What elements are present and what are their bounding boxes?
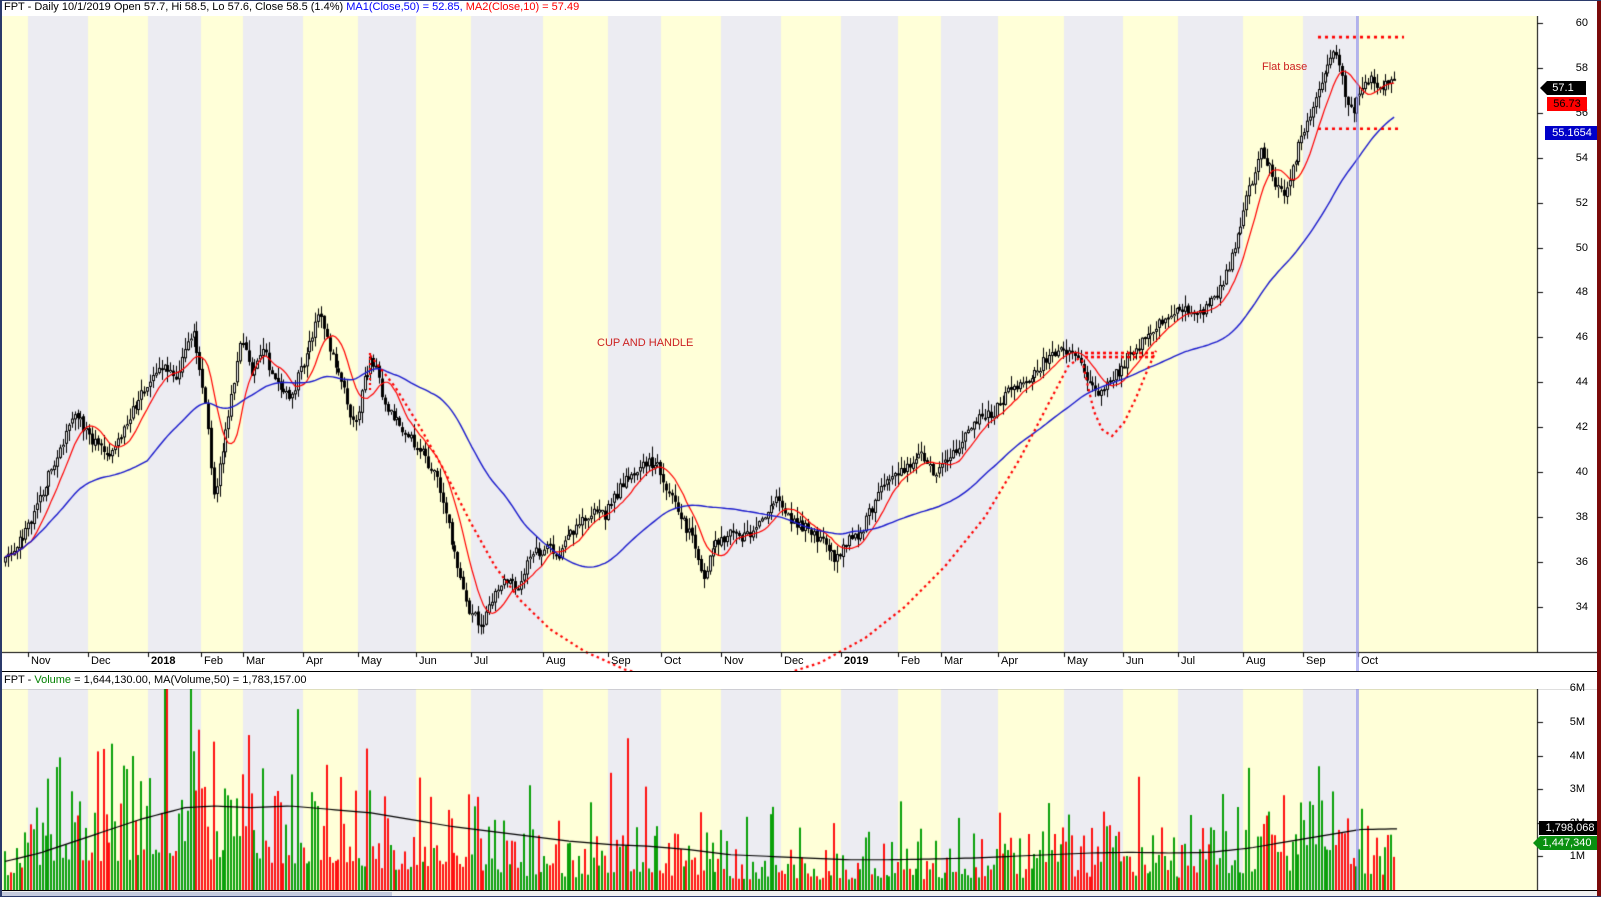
x-axis-label: Nov [31, 655, 51, 667]
price-axis-label: 58 [1575, 61, 1588, 74]
crosshair-cursor-line [1356, 16, 1359, 890]
price-axis-label: 44 [1575, 376, 1588, 389]
window-border-right [1597, 0, 1601, 897]
volume-tag: 1,798,068 [1539, 821, 1601, 835]
x-axis-label: Feb [901, 655, 920, 667]
x-axis-label: Sep [611, 655, 631, 667]
x-axis-label: May [1067, 655, 1088, 667]
x-axis-label: Aug [546, 655, 566, 667]
volume-axis-label: 3M [1569, 783, 1585, 796]
x-axis-label: Oct [664, 655, 682, 667]
price-axis-label: 36 [1575, 555, 1588, 568]
title-ohlc-text: FPT - Daily 10/1/2019 Open 57.7, Hi 58.5… [4, 1, 347, 13]
price-axis-label: 38 [1575, 510, 1588, 523]
x-axis-label: Oct [1361, 655, 1379, 667]
volume-title-name: Volume [34, 674, 72, 686]
volume-pane-title: FPT - Volume = 1,644,130.00, MA(Volume,5… [0, 671, 1601, 689]
volume-title-symbol: FPT - [4, 674, 35, 686]
price-axis-label: 42 [1575, 421, 1588, 434]
x-axis-label: Jun [1126, 655, 1144, 667]
price-axis-label: 52 [1575, 196, 1588, 209]
price-tag: 56.73 [1547, 97, 1587, 111]
price-axis-label: 60 [1575, 17, 1588, 29]
price-axis-label: 46 [1575, 331, 1588, 344]
price-tag: 55.1654 [1545, 126, 1599, 140]
scrollbar-thumb[interactable] [2, 892, 392, 897]
x-axis-label: Dec [91, 655, 111, 667]
volume-axis-label: 1M [1569, 850, 1585, 863]
price-pane-title: FPT - Daily 10/1/2019 Open 57.7, Hi 58.5… [0, 0, 1601, 16]
price-axis-label: 54 [1575, 151, 1588, 164]
x-axis-label: Dec [784, 655, 804, 667]
volume-axis-label: 6M [1569, 682, 1585, 695]
horizontal-scrollbar[interactable] [0, 890, 1601, 897]
x-axis-label: Jul [1181, 655, 1196, 667]
x-axis-label: 2018 [151, 655, 176, 667]
price-chart-canvas[interactable] [0, 16, 1601, 671]
x-axis-label: Aug [1246, 655, 1266, 667]
price-axis-label: 48 [1575, 286, 1588, 299]
x-axis-label: May [361, 655, 382, 667]
x-axis-label: Jun [419, 655, 437, 667]
window-border-top [0, 0, 1601, 1]
volume-chart-canvas[interactable] [0, 688, 1601, 890]
cup-and-handle-annotation: CUP AND HANDLE [597, 337, 694, 349]
x-axis-label: Sep [1306, 655, 1326, 667]
x-axis-label: Apr [306, 655, 324, 667]
volume-tag: 1,447,340 [1533, 836, 1601, 850]
price-axis-label: 34 [1575, 600, 1588, 613]
flat-base-annotation: Flat base [1262, 61, 1308, 73]
x-axis-label: 2019 [844, 655, 869, 667]
volume-title-values: = 1,644,130.00, MA(Volume,50) = 1,783,15… [71, 674, 307, 686]
volume-axis-label: 5M [1569, 716, 1585, 728]
volume-axis-label: 4M [1569, 749, 1585, 762]
x-axis-label: Mar [944, 655, 963, 667]
x-axis-label: Jul [474, 655, 489, 667]
price-axis-label: 40 [1575, 466, 1588, 478]
x-axis-strip: Nov Dec 2018 Feb Mar Apr May Jun Jul Aug Sep Oct Nov… [0, 652, 1601, 671]
title-ma10-text: MA2(Close,10) = 57.49 [462, 1, 580, 13]
window-border-left [0, 0, 2, 897]
x-axis-label: Mar [246, 655, 265, 667]
x-axis-label: Apr [1001, 655, 1019, 667]
title-ma50-text: MA1(Close,50) = 52.85, [346, 1, 463, 13]
x-axis-label: Feb [204, 655, 223, 667]
x-axis-label: Nov [724, 655, 744, 667]
price-tag: 57.1 [1540, 81, 1586, 95]
price-axis-label: 50 [1575, 241, 1588, 254]
